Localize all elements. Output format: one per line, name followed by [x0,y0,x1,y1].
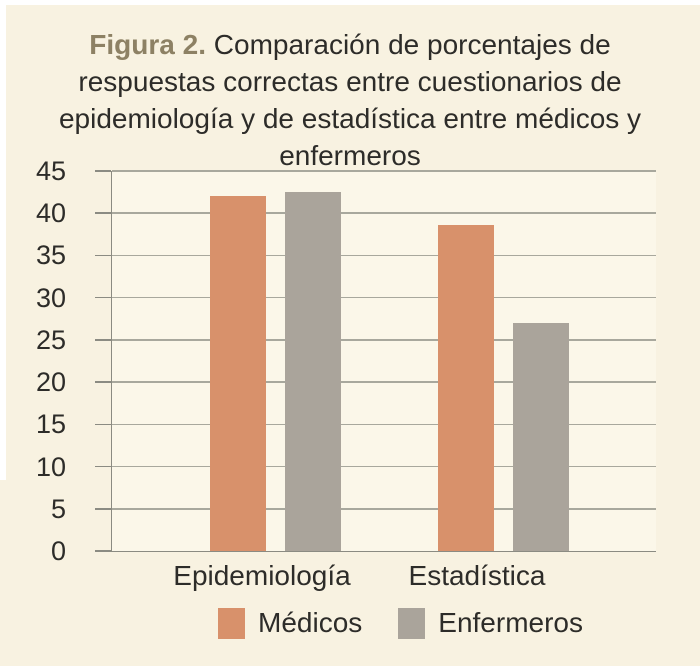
chart-legend: Médicos Enfermeros [218,607,583,639]
bar-medicos-epidemiologia [209,196,266,551]
gridline-25 [112,339,656,341]
gridline-40 [112,212,656,214]
legend-swatch-enfermeros [398,607,426,639]
page-edge-left [0,0,6,480]
bar-enfermeros-estadistica [512,323,569,551]
legend-label-medicos: Médicos [258,607,363,638]
y-axis-label-5: 5 [50,493,66,524]
legend-swatch-medicos [218,607,245,639]
legend-item-medicos: Médicos [218,607,362,639]
y-axis-tick-0 [95,550,111,552]
gridline-35 [112,254,656,257]
gridline-10 [112,465,656,468]
figure-caption: Comparación de porcentajes de respuestas… [58,29,642,171]
y-axis-label-35: 35 [35,240,66,271]
y-axis-tick-30 [95,296,111,299]
y-axis-tick-25 [95,339,111,341]
y-axis-label-20: 20 [35,367,66,398]
y-axis-tick-20 [95,381,111,383]
y-axis-tick-10 [95,465,111,468]
figure-number: Figura 2. [89,29,206,60]
gridline-5 [112,508,656,510]
y-axis-tick-15 [95,423,111,426]
y-axis-tick-5 [95,508,111,510]
bar-medicos-estadistica [437,225,494,551]
x-category-label-estadistica: Estadística [408,560,546,591]
figure-title: Figura 2. Comparación de porcentajes de … [30,26,670,174]
y-axis-tick-45 [95,170,111,172]
x-category-label-epidemiologia: Epidemiología [173,560,351,591]
y-axis-tick-35 [95,254,111,257]
gridline-30 [112,296,656,299]
bar-chart-plot-area [111,170,656,552]
gridline-15 [112,423,656,426]
y-axis-label-30: 30 [35,282,66,313]
page-edge-top [0,0,700,5]
y-axis-label-15: 15 [35,409,66,440]
y-axis-label-40: 40 [35,198,66,229]
y-axis-tick-40 [95,212,111,214]
y-axis-label-0: 0 [50,536,66,566]
legend-item-enfermeros: Enfermeros [398,607,583,639]
legend-label-enfermeros: Enfermeros [438,607,583,638]
gridline-20 [112,381,656,383]
y-axis-label-25: 25 [35,324,66,355]
y-axis-label-45: 45 [35,156,66,186]
y-axis-label-10: 10 [35,451,66,482]
bar-enfermeros-epidemiologia [284,192,341,551]
gridline-45 [112,170,656,172]
